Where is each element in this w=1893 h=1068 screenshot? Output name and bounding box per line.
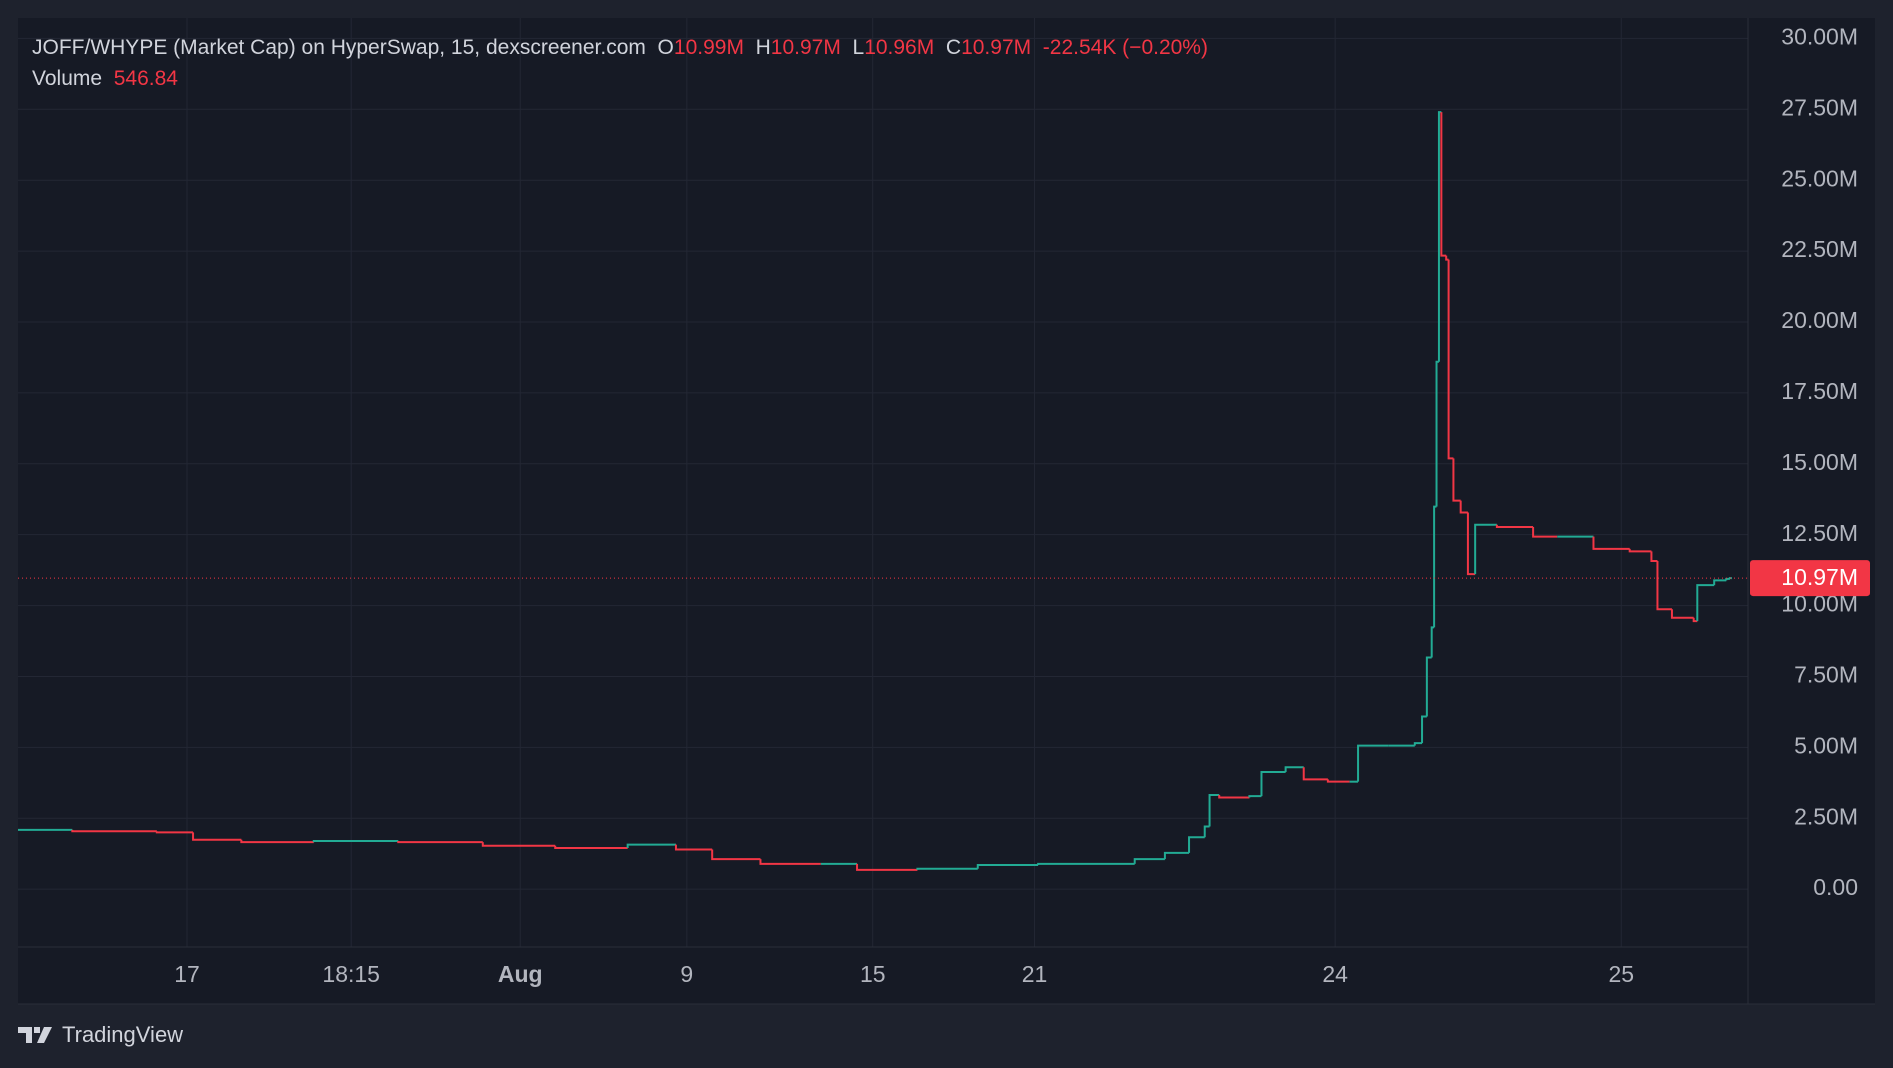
- y-tick-label: 2.50M: [1794, 803, 1858, 829]
- axes: 0.002.50M5.00M7.50M10.00M12.50M15.00M17.…: [18, 18, 1875, 1005]
- legend-header: JOFF/WHYPE (Market Cap) on HyperSwap, 15…: [32, 32, 1208, 94]
- x-tick-label: 24: [1322, 961, 1348, 987]
- last-price-tag: [1750, 560, 1870, 597]
- price-step: [1656, 561, 1672, 611]
- volume-label: Volume: [32, 67, 103, 90]
- y-tick-label: 15.00M: [1781, 449, 1858, 475]
- ohlc-key: C: [945, 36, 962, 59]
- price-step: [1445, 255, 1449, 261]
- ohlc-value: 10.97M: [961, 36, 1032, 59]
- price-step: [1495, 524, 1534, 529]
- price-step: [1188, 836, 1205, 853]
- chart-background: [18, 18, 1875, 1004]
- price-step: [1713, 579, 1727, 586]
- plot: [18, 111, 1748, 871]
- brand[interactable]: TradingView: [18, 1022, 183, 1048]
- ohlc-key: H: [755, 36, 771, 59]
- x-tick-label: 18:15: [322, 961, 380, 987]
- x-tick-label: 17: [174, 961, 200, 987]
- y-tick-label: 25.00M: [1781, 165, 1858, 191]
- price-step: [1425, 656, 1432, 717]
- price-step: [240, 839, 314, 844]
- price-step: [1037, 862, 1099, 866]
- price-step: [1628, 548, 1652, 553]
- price-step: [1696, 584, 1715, 622]
- y-tick-label: 20.00M: [1781, 307, 1858, 333]
- price-step: [1284, 766, 1304, 773]
- price-step: [1650, 551, 1658, 563]
- y-tick-label: 30.00M: [1781, 23, 1858, 49]
- price-step: [856, 863, 918, 871]
- price-step: [1260, 771, 1286, 797]
- price-step: [1357, 744, 1389, 782]
- x-tick-label: 15: [860, 961, 886, 987]
- brand-name: TradingView: [62, 1022, 184, 1047]
- price-step: [1447, 259, 1454, 460]
- ohlc-value: 10.96M: [864, 36, 935, 59]
- brand-logo: [18, 1027, 52, 1043]
- price-step: [192, 832, 242, 841]
- price-step: [626, 843, 676, 849]
- price-step: [759, 859, 821, 865]
- price-step: [1208, 794, 1220, 827]
- price-step: [312, 839, 399, 843]
- x-tick-label: 9: [680, 961, 693, 987]
- volume-line: Volume 546.84: [32, 63, 1208, 94]
- header-line: JOFF/WHYPE (Market Cap) on HyperSwap, 15…: [32, 32, 1208, 63]
- price-step: [1692, 617, 1698, 623]
- price-step: [1452, 458, 1461, 502]
- price-step: [1421, 715, 1427, 744]
- price-step: [1435, 360, 1439, 507]
- ohlc-value: 10.97M: [770, 36, 841, 59]
- grid: [18, 18, 1748, 947]
- price-step: [1725, 577, 1730, 581]
- x-tick-label: 25: [1608, 961, 1634, 987]
- price-step: [1248, 795, 1262, 798]
- price-step: [1203, 825, 1210, 838]
- price-step: [155, 831, 194, 834]
- price-step: [1474, 523, 1497, 575]
- price-step: [1728, 577, 1732, 580]
- price-step: [1459, 500, 1468, 514]
- price-step: [71, 829, 157, 833]
- last-price-label: 10.97M: [1781, 564, 1858, 590]
- y-tick-label: 27.50M: [1781, 94, 1858, 120]
- price-step: [1532, 527, 1558, 538]
- ohlc-value: 10.99M: [673, 36, 744, 59]
- ohlc-key: L: [852, 36, 865, 59]
- volume-value: 546.84: [113, 67, 178, 90]
- price-step: [1326, 779, 1350, 783]
- price-step: [711, 849, 761, 861]
- price-step: [1133, 858, 1165, 864]
- price-step: [554, 845, 628, 850]
- y-tick-label: 17.50M: [1781, 378, 1858, 404]
- price-step: [1440, 112, 1447, 257]
- price-step: [976, 864, 1039, 869]
- ohlc-key: O: [657, 36, 674, 59]
- price-step: [1413, 742, 1423, 746]
- price-step: [1302, 767, 1328, 781]
- x-tick-label: 21: [1022, 961, 1048, 987]
- x-tick-label: Aug: [498, 961, 543, 987]
- price-step: [1592, 536, 1630, 550]
- price-step: [1670, 609, 1694, 619]
- y-tick-label: 22.50M: [1781, 236, 1858, 262]
- y-tick-label: 7.50M: [1794, 662, 1858, 688]
- price-step: [1466, 512, 1476, 576]
- price-step: [1218, 795, 1250, 799]
- change: -22.54K (−0.20%): [1042, 36, 1208, 59]
- price-step: [481, 842, 556, 847]
- price-step: [916, 867, 978, 870]
- price-step: [674, 844, 713, 851]
- y-tick-label: 12.50M: [1781, 520, 1858, 546]
- chart-title: JOFF/WHYPE (Market Cap) on HyperSwap, 15…: [32, 36, 646, 59]
- y-tick-label: 0.00: [1813, 874, 1858, 900]
- y-tick-label: 5.00M: [1794, 732, 1858, 758]
- price-step: [397, 840, 483, 844]
- price-step: [1163, 851, 1190, 860]
